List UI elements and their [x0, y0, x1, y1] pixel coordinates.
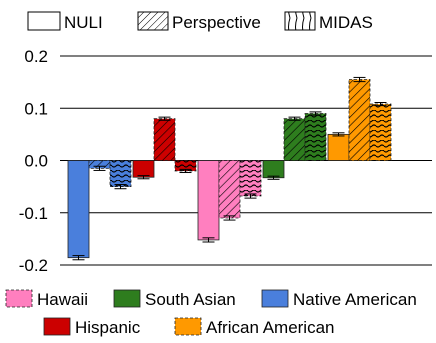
legend-item-african-american: African American — [174, 317, 335, 337]
legend-label: MIDAS — [319, 13, 373, 32]
legend-swatch — [27, 11, 61, 31]
legend-label: NULI — [64, 13, 103, 32]
bar-pattern — [219, 160, 240, 218]
bar-pattern — [349, 79, 370, 161]
legend-swatch — [113, 289, 141, 308]
legend-label: Native American — [293, 290, 417, 309]
legend-swatch — [5, 289, 33, 308]
bar-pattern — [370, 104, 391, 161]
y-tick-label: 0.0 — [24, 152, 48, 171]
legend-swatch — [261, 289, 289, 308]
legend-swatch — [43, 317, 71, 336]
bottom-legend: Hawaii South Asian Native American Hispanic… — [5, 289, 417, 337]
y-tick-label: 0.1 — [24, 99, 48, 118]
legend-item-nuli: NULI — [27, 11, 103, 32]
bar — [197, 160, 220, 241]
bar-group-hawaii — [197, 160, 262, 243]
legend-label: South Asian — [145, 290, 236, 309]
legend-item-hawaii: Hawaii — [5, 289, 88, 309]
bar-group-african-american — [327, 76, 392, 161]
legend-item-hispanic: Hispanic — [43, 317, 141, 337]
bars — [67, 76, 392, 261]
bar-pattern — [175, 160, 196, 171]
y-tick-label: -0.2 — [19, 256, 48, 275]
legend-label: Hispanic — [75, 318, 141, 337]
bar-group-south-asian — [262, 111, 327, 180]
legend-swatch-pattern — [138, 12, 168, 30]
legend-label: Hawaii — [37, 290, 88, 309]
legend-swatch — [174, 317, 202, 336]
legend-label: African American — [206, 318, 335, 337]
bar-pattern — [240, 160, 261, 197]
bar-pattern — [89, 160, 110, 169]
y-tick-label: -0.1 — [19, 204, 48, 223]
legend-item-native-american: Native American — [261, 289, 417, 309]
legend-label: Perspective — [172, 13, 261, 32]
legend-item-south-asian: South Asian — [113, 289, 236, 309]
top-legend: NULI Perspective MIDAS — [27, 11, 373, 32]
bar-pattern — [110, 160, 131, 187]
bar-pattern — [154, 118, 175, 161]
bar — [262, 160, 285, 179]
legend-item-perspective: Perspective — [137, 11, 261, 32]
bar-group-native-american — [67, 160, 132, 261]
legend-swatch-pattern — [285, 12, 315, 30]
legend-item-midas: MIDAS — [284, 11, 373, 32]
bar-pattern — [284, 118, 305, 161]
bar-group-hispanic — [132, 116, 197, 180]
bar — [327, 133, 350, 161]
bar — [132, 160, 155, 178]
bar — [67, 160, 90, 259]
bar-pattern — [305, 113, 326, 161]
y-tick-label: 0.2 — [24, 47, 48, 66]
